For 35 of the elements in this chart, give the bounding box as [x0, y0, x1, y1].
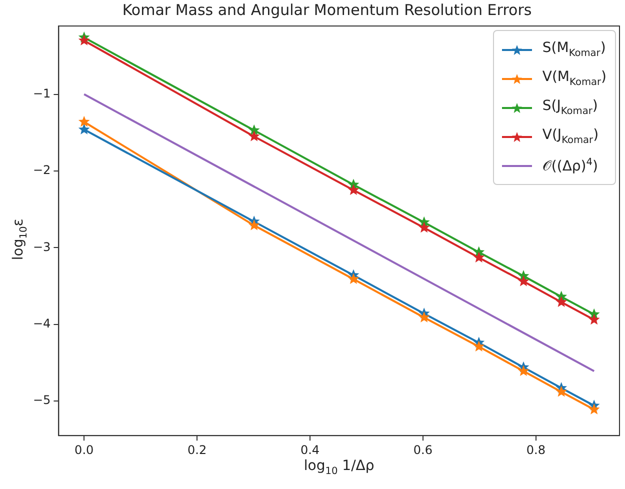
- point: [518, 365, 530, 376]
- legend-label: S(J$_{Komar}$): [542, 98, 598, 117]
- x-tick-label: 0.0: [74, 442, 94, 457]
- x-tick-label: 0.4: [300, 442, 320, 457]
- point: [473, 252, 485, 262]
- point: [556, 386, 568, 397]
- x-tick-label: 0.8: [526, 442, 546, 457]
- x-tick-label: 0.6: [413, 442, 433, 457]
- point: [588, 404, 600, 414]
- point: [348, 184, 360, 195]
- point: [473, 340, 485, 352]
- point: [588, 314, 600, 325]
- y-tick-label: −4: [32, 316, 51, 331]
- x-axis-title: log$_{10}$ 1/Δρ: [302, 458, 376, 477]
- point: [248, 124, 260, 136]
- y-tick-label: −3: [32, 240, 51, 254]
- chart-title: Komar Mass and Angular Momentum Resolution Errors: [122, 0, 532, 19]
- point: [518, 275, 530, 286]
- legend-label: S(M$_{Komar}$): [542, 40, 606, 59]
- point: [348, 273, 360, 284]
- point: [248, 130, 260, 142]
- point: [78, 124, 90, 134]
- y-tick-label: −5: [32, 393, 51, 408]
- y-tick-label: −1: [32, 86, 51, 100]
- point: [248, 219, 260, 230]
- y-tick-label: −2: [32, 163, 51, 178]
- point: [78, 34, 90, 46]
- point: [556, 296, 568, 307]
- point: [418, 311, 430, 322]
- legend-label: 𝒪((Δρ)$^{4}$): [542, 156, 598, 174]
- legend-label: V(M$_{Komar}$): [542, 69, 606, 88]
- legend-label: V(J$_{Komar}$): [542, 127, 599, 146]
- x-tick-label: 0.2: [188, 442, 207, 457]
- point: [418, 222, 430, 233]
- point: [78, 116, 90, 127]
